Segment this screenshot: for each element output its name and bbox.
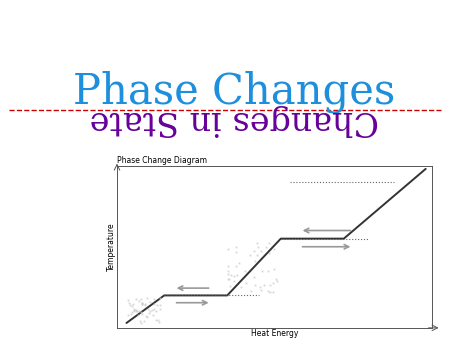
Text: Changes in State: Changes in State [89,104,379,136]
X-axis label: Heat Energy: Heat Energy [251,329,298,338]
Y-axis label: Temperature: Temperature [107,222,116,271]
Text: Phase Changes: Phase Changes [73,70,395,113]
Text: Phase Change Diagram: Phase Change Diagram [117,156,207,165]
